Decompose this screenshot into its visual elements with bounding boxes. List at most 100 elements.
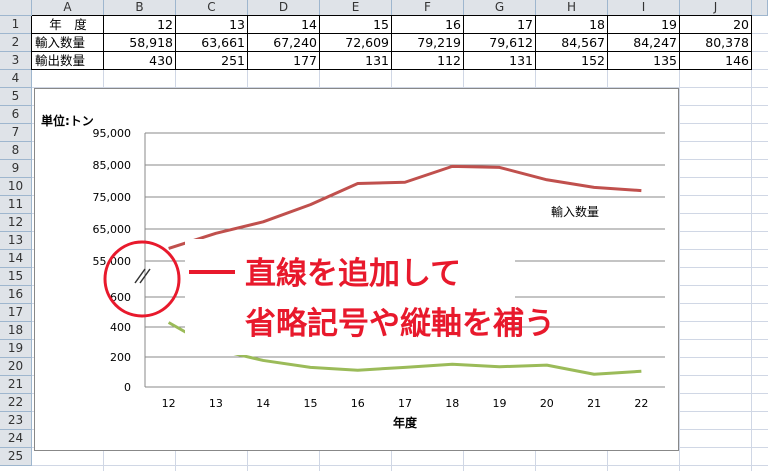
cell-value[interactable]: 177 [293, 53, 317, 68]
row-header-4[interactable]: 4 [0, 70, 32, 88]
cell-value[interactable]: 20 [733, 17, 749, 32]
table-border [391, 16, 392, 70]
row-header-7[interactable]: 7 [0, 124, 32, 142]
y-tick-label: 55,000 [93, 255, 132, 268]
row-header-16[interactable]: 16 [0, 286, 32, 304]
cell-value[interactable]: 58,918 [129, 35, 173, 50]
y-tick-label: 95,000 [93, 127, 132, 140]
cell-value[interactable]: 251 [221, 53, 245, 68]
series-line-import [168, 164, 642, 250]
cell-label-2[interactable]: 輸入数量 [35, 35, 86, 50]
table-border [32, 33, 752, 34]
annotation-circle [103, 240, 181, 318]
row-header-13[interactable]: 13 [0, 232, 32, 250]
row-header-21[interactable]: 21 [0, 376, 32, 394]
cell-value[interactable]: 112 [437, 53, 461, 68]
row-header-6[interactable]: 6 [0, 106, 32, 124]
series-line-export [167, 321, 642, 376]
table-border [175, 16, 176, 70]
row-header-15[interactable]: 15 [0, 268, 32, 286]
cell-value[interactable]: 63,661 [201, 35, 245, 50]
column-header-E[interactable]: E [320, 0, 392, 16]
column-header-A[interactable]: A [32, 0, 104, 16]
column-header-J[interactable]: J [680, 0, 752, 16]
row-header-10[interactable]: 10 [0, 178, 32, 196]
cell-value[interactable]: 17 [517, 17, 533, 32]
annotation-text-line1: 直線を追加して [245, 256, 461, 292]
gridline-vertical [751, 16, 752, 471]
row-header-22[interactable]: 22 [0, 394, 32, 412]
row-header-2[interactable]: 2 [0, 34, 32, 52]
cell-value[interactable]: 18 [589, 17, 605, 32]
line-chart[interactable]: 単位:トン 95,000 85,000 75,000 65,000 55,000 600 40… [34, 88, 679, 451]
table-border [247, 16, 248, 70]
x-tick-label: 18 [445, 397, 459, 410]
y-tick-label: 75,000 [93, 191, 132, 204]
row-header-1[interactable]: 1 [0, 16, 32, 34]
row-header-24[interactable]: 24 [0, 430, 32, 448]
row-header-11[interactable]: 11 [0, 196, 32, 214]
cell-value[interactable]: 152 [581, 53, 605, 68]
cell-value[interactable]: 67,240 [273, 35, 317, 50]
row-header-5[interactable]: 5 [0, 88, 32, 106]
row-header-3[interactable]: 3 [0, 52, 32, 70]
table-border [32, 51, 752, 52]
row-header-19[interactable]: 19 [0, 340, 32, 358]
cell-value[interactable]: 13 [229, 17, 245, 32]
x-tick-label: 19 [493, 397, 507, 410]
series-label-import: 輸入数量 [551, 204, 599, 219]
x-tick-label: 22 [634, 397, 648, 410]
cell-value[interactable]: 135 [653, 53, 677, 68]
column-header-F[interactable]: F [392, 0, 464, 16]
row-header-17[interactable]: 17 [0, 304, 32, 322]
cell-value[interactable]: 14 [301, 17, 317, 32]
annotation-background [185, 239, 515, 355]
cell-value[interactable]: 84,567 [561, 35, 605, 50]
table-border [32, 15, 752, 16]
cell-value[interactable]: 84,247 [633, 35, 677, 50]
axis-break-mark [134, 268, 146, 284]
cell-value[interactable]: 80,378 [705, 35, 749, 50]
row-header-8[interactable]: 8 [0, 142, 32, 160]
column-header-I[interactable]: I [608, 0, 680, 16]
cell-value[interactable]: 79,219 [417, 35, 461, 50]
x-tick-label: 13 [209, 397, 223, 410]
column-header-B[interactable]: B [104, 0, 176, 16]
column-header-C[interactable]: C [176, 0, 248, 16]
x-tick-label: 12 [162, 397, 176, 410]
table-border [535, 16, 536, 70]
row-header-12[interactable]: 12 [0, 214, 32, 232]
cell-value[interactable]: 131 [365, 53, 389, 68]
select-all-corner[interactable] [0, 0, 32, 16]
row-header-25[interactable]: 25 [0, 448, 32, 466]
cell-value[interactable]: 430 [149, 53, 173, 68]
y-tick-label: 600 [110, 291, 131, 304]
table-border [319, 16, 320, 70]
column-header-G[interactable]: G [464, 0, 536, 16]
cell-value[interactable]: 12 [157, 17, 173, 32]
cell-value[interactable]: 72,609 [345, 35, 389, 50]
cell-value[interactable]: 131 [509, 53, 533, 68]
y-tick-label: 200 [110, 351, 131, 364]
column-header-overflow[interactable] [752, 0, 768, 16]
annotation-text-line2: 省略記号や縦軸を補う [245, 306, 555, 342]
column-header-H[interactable]: H [536, 0, 608, 16]
column-header-D[interactable]: D [248, 0, 320, 16]
x-tick-label: 17 [398, 397, 412, 410]
unit-label: 単位:トン [41, 113, 94, 128]
cell-label-3[interactable]: 輸出数量 [35, 53, 86, 68]
row-header-18[interactable]: 18 [0, 322, 32, 340]
row-header-23[interactable]: 23 [0, 412, 32, 430]
cell-value[interactable]: 79,612 [489, 35, 533, 50]
row-header-9[interactable]: 9 [0, 160, 32, 178]
cell-value[interactable]: 146 [725, 53, 749, 68]
gridline-vertical [679, 16, 680, 471]
row-header-14[interactable]: 14 [0, 250, 32, 268]
row-header-20[interactable]: 20 [0, 358, 32, 376]
cell-label-1[interactable]: 年 度 [49, 17, 87, 32]
cell-value[interactable]: 19 [661, 17, 677, 32]
gridline-horizontal [32, 465, 768, 466]
cell-value[interactable]: 16 [445, 17, 461, 32]
cell-value[interactable]: 15 [373, 17, 389, 32]
